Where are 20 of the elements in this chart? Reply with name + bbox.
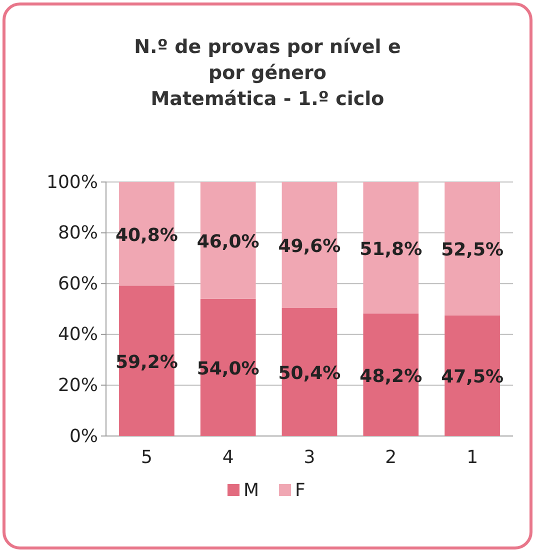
chart-subtitle: Matemática - 1.º ciclo <box>150 88 384 110</box>
y-tick-label: 100% <box>46 172 98 193</box>
data-label: 46,0% <box>196 231 260 252</box>
x-tick-label: 5 <box>140 446 152 468</box>
legend-label: M <box>244 480 260 501</box>
y-tick-label: 20% <box>58 374 98 396</box>
x-tick-label: 1 <box>466 446 478 468</box>
x-tick-label: 3 <box>304 446 316 468</box>
y-tick-label: 40% <box>58 324 98 346</box>
data-label: 40,8% <box>115 224 178 246</box>
y-tick-label: 60% <box>58 273 98 294</box>
x-tick-label: 2 <box>385 446 397 468</box>
y-tick-label: 0% <box>69 426 98 447</box>
data-label: 51,8% <box>360 238 422 260</box>
data-label: 52,5% <box>441 240 504 261</box>
x-tick-label: 4 <box>222 446 234 468</box>
y-tick-label: 80% <box>58 222 98 244</box>
data-label: 49,6% <box>278 236 341 257</box>
chart-title: N.º de provas por nível e por género <box>134 36 401 84</box>
legend-label: F <box>295 480 306 501</box>
